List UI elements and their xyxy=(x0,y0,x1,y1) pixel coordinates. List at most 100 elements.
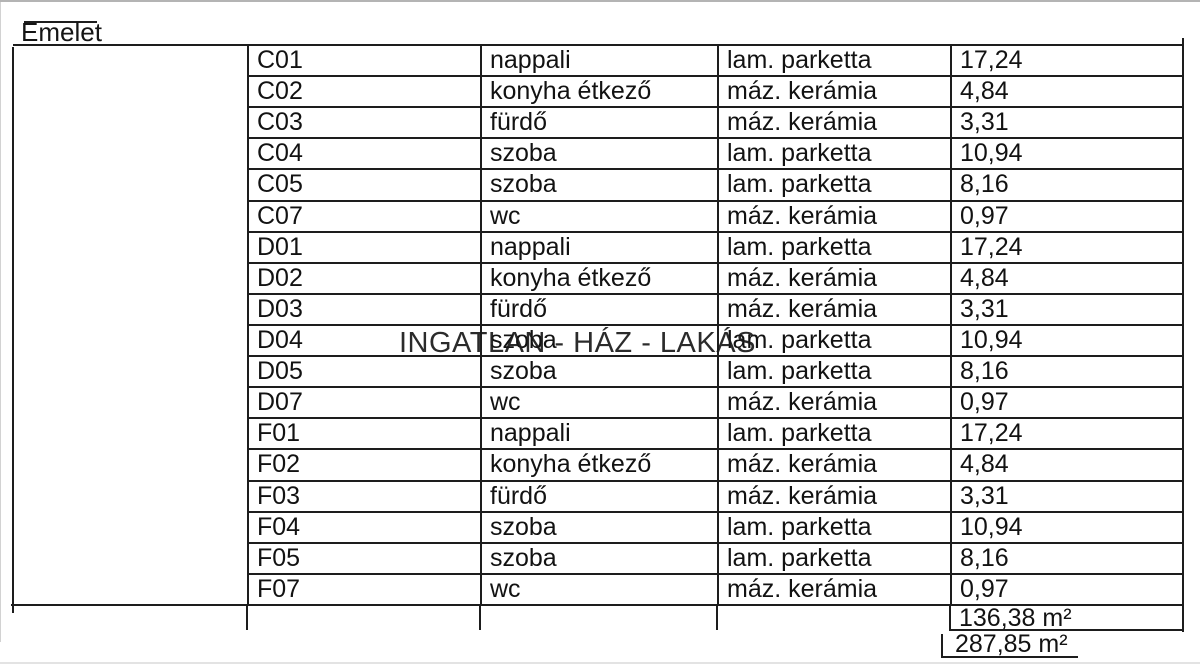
scan-frame-top xyxy=(0,0,1200,2)
cell-area: 4,84 xyxy=(950,450,1183,480)
title-overline xyxy=(24,21,97,23)
cell-code: D03 xyxy=(247,294,480,324)
cell-floor: lam. parketta xyxy=(717,139,950,169)
column-stub xyxy=(246,606,248,630)
cell-room: konyha étkező xyxy=(480,450,717,480)
cell-floor: máz. kerámia xyxy=(717,263,950,293)
cell-floor: lam. parketta xyxy=(717,325,950,356)
table-row: F01 nappali lam. parketta 17,24 xyxy=(247,419,1183,451)
cell-code: C07 xyxy=(247,201,480,231)
cell-code: F04 xyxy=(247,512,480,542)
cell-floor: máz. kerámia xyxy=(717,77,950,107)
cell-area: 3,31 xyxy=(950,294,1183,324)
cell-code: C04 xyxy=(247,139,480,169)
cell-area: 8,16 xyxy=(950,357,1183,387)
table-row: D01 nappali lam. parketta 17,24 xyxy=(247,232,1183,264)
table-row: D07 wc máz. kerámia 0,97 xyxy=(247,388,1183,420)
table-row: C01 nappali lam. parketta 17,24 xyxy=(247,46,1183,78)
cell-floor: lam. parketta xyxy=(717,357,950,387)
cell-area: 4,84 xyxy=(950,77,1183,107)
scan-frame-left xyxy=(0,2,1,642)
cell-floor: lam. parketta xyxy=(717,46,950,76)
table-row: D05 szoba lam. parketta 8,16 xyxy=(247,357,1183,389)
cell-room: konyha étkező xyxy=(480,263,717,293)
cell-code: F07 xyxy=(247,574,480,604)
cell-code: C01 xyxy=(247,46,480,76)
cell-area: 0,97 xyxy=(950,201,1183,231)
cell-area: 4,84 xyxy=(950,263,1183,293)
cell-area: 10,94 xyxy=(950,139,1183,169)
cell-room: nappali xyxy=(480,46,717,76)
cell-floor: lam. parketta xyxy=(717,543,950,573)
scan-frame-bottom xyxy=(0,662,1200,664)
cell-code: D04 xyxy=(247,325,480,356)
cell-area: 10,94 xyxy=(950,512,1183,542)
room-table: C01 nappali lam. parketta 17,24 C02 konyha ét… xyxy=(247,46,1183,604)
cell-floor: lam. parketta xyxy=(717,419,950,449)
cell-room: szoba xyxy=(480,170,717,200)
table-row: C02 konyha étkező máz. kerámia 4,84 xyxy=(247,77,1183,109)
total-underline xyxy=(941,656,1078,658)
cell-floor: máz. kerámia xyxy=(717,294,950,324)
cell-code: D02 xyxy=(247,263,480,293)
table-row: C07 wc máz. kerámia 0,97 xyxy=(247,201,1183,233)
table-row: C03 fürdő máz. kerámia 3,31 xyxy=(247,108,1183,140)
cell-area: 8,16 xyxy=(950,543,1183,573)
cell-room: wc xyxy=(480,574,717,604)
cell-floor: lam. parketta xyxy=(717,512,950,542)
table-row: C05 szoba lam. parketta 8,16 xyxy=(247,170,1183,202)
cell-area: 0,97 xyxy=(950,574,1183,604)
cell-code: D07 xyxy=(247,388,480,418)
column-stub xyxy=(949,606,951,630)
table-right-border xyxy=(1182,38,1184,632)
table-row: F07 wc máz. kerámia 0,97 xyxy=(247,574,1183,604)
table-bottom-border xyxy=(11,604,1184,606)
total-left-tick xyxy=(941,634,943,658)
cell-floor: máz. kerámia xyxy=(717,108,950,138)
cell-floor: máz. kerámia xyxy=(717,450,950,480)
watermark-text: INGATLAN - HÁZ - LAKÁS xyxy=(399,327,756,359)
cell-code: C02 xyxy=(247,77,480,107)
cell-area: 17,24 xyxy=(950,46,1183,76)
table-row: F04 szoba lam. parketta 10,94 xyxy=(247,512,1183,544)
table-row: C04 szoba lam. parketta 10,94 xyxy=(247,139,1183,171)
cell-room: konyha étkező xyxy=(480,77,717,107)
cell-code: C03 xyxy=(247,108,480,138)
cell-floor: máz. kerámia xyxy=(717,481,950,511)
table-row: D04 szoba lam. parketta 10,94 xyxy=(247,325,1183,358)
table-row: F02 konyha étkező máz. kerámia 4,84 xyxy=(247,450,1183,482)
subtotal-underline xyxy=(949,629,1183,631)
cell-code: D01 xyxy=(247,232,480,262)
cell-area: 0,97 xyxy=(950,388,1183,418)
cell-floor: máz. kerámia xyxy=(717,388,950,418)
cell-code: F05 xyxy=(247,543,480,573)
cell-room: nappali xyxy=(480,419,717,449)
cell-area: 17,24 xyxy=(950,419,1183,449)
cell-room: nappali xyxy=(480,232,717,262)
table-left-border xyxy=(12,47,14,613)
cell-floor: máz. kerámia xyxy=(717,574,950,604)
cell-area: 3,31 xyxy=(950,481,1183,511)
cell-room: fürdő xyxy=(480,108,717,138)
cell-area: 17,24 xyxy=(950,232,1183,262)
cell-room: szoba xyxy=(480,325,717,356)
column-stub xyxy=(716,606,718,630)
table-row: D03 fürdő máz. kerámia 3,31 xyxy=(247,294,1183,326)
table-row: F03 fürdő máz. kerámia 3,31 xyxy=(247,481,1183,513)
floor-title: Emelet xyxy=(21,17,102,47)
cell-room: szoba xyxy=(480,139,717,169)
table-top-border xyxy=(13,44,1184,46)
total-area: 287,85 m² xyxy=(955,630,1068,658)
cell-room: szoba xyxy=(480,357,717,387)
table-row: D02 konyha étkező máz. kerámia 4,84 xyxy=(247,263,1183,295)
subtotal-area: 136,38 m² xyxy=(959,604,1072,632)
cell-code: F03 xyxy=(247,481,480,511)
cell-room: wc xyxy=(480,388,717,418)
cell-code: F01 xyxy=(247,419,480,449)
cell-floor: lam. parketta xyxy=(717,232,950,262)
cell-code: C05 xyxy=(247,170,480,200)
cell-area: 3,31 xyxy=(950,108,1183,138)
table-row: F05 szoba lam. parketta 8,16 xyxy=(247,543,1183,575)
cell-room: szoba xyxy=(480,512,717,542)
